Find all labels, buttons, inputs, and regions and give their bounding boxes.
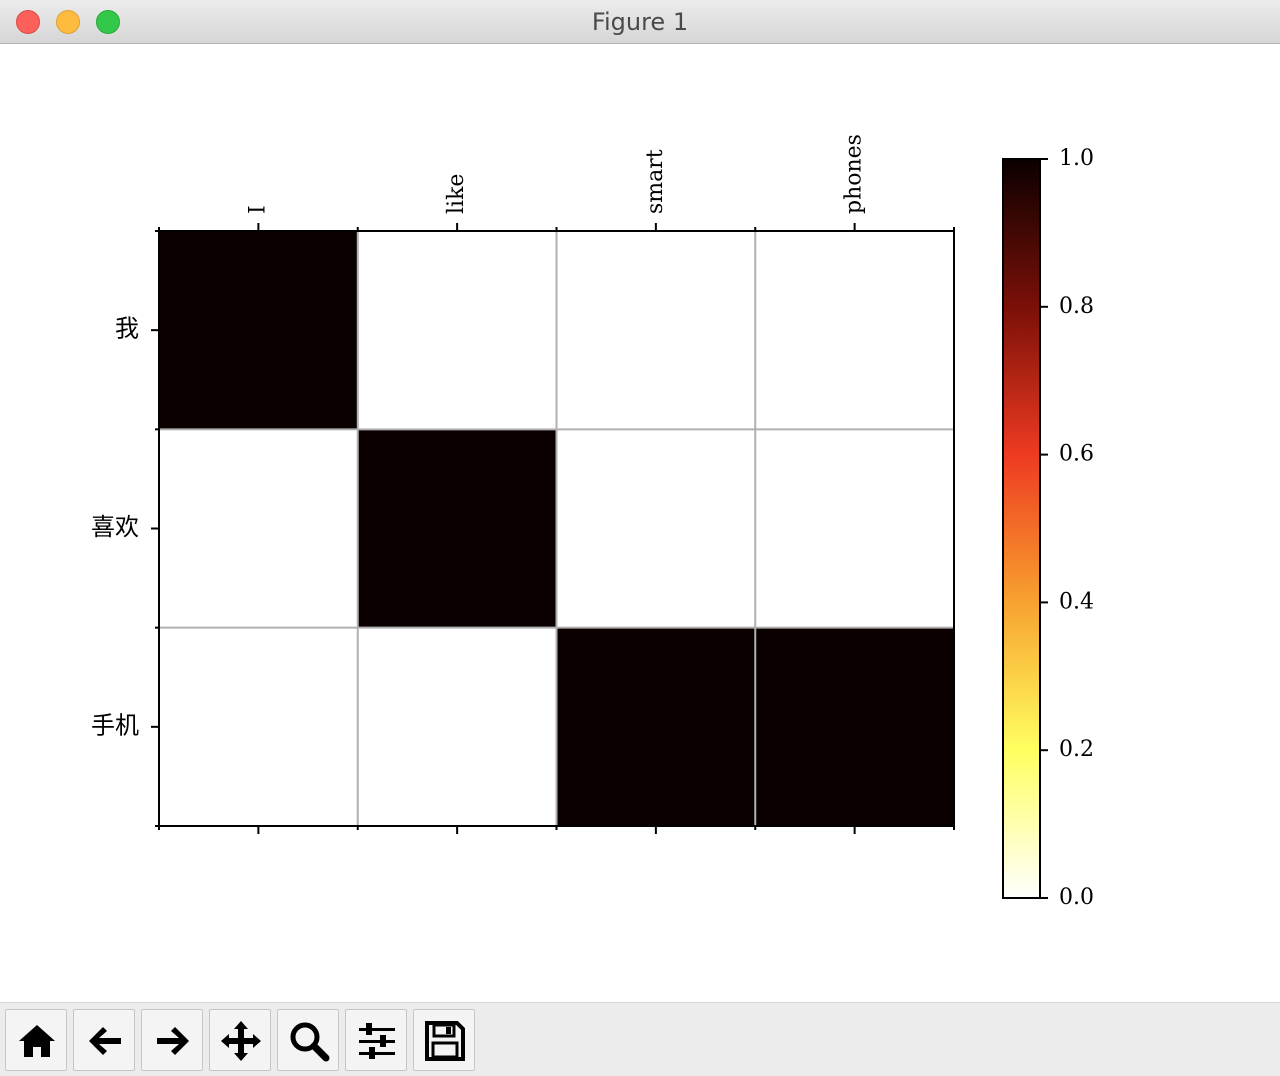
- heatmap-cell: [357, 627, 557, 826]
- colorbar-tick-label: 0.0: [1059, 885, 1094, 910]
- magnifier-icon: [290, 1022, 330, 1062]
- arrow-left-icon: [89, 1027, 121, 1055]
- forward-button[interactable]: [141, 1009, 203, 1071]
- floppy-disk-icon: [425, 1021, 465, 1061]
- heatmap-cell: [159, 231, 358, 430]
- x-tick-label: I: [245, 205, 270, 214]
- heatmap-cell: [159, 429, 358, 628]
- colorbar-tick-label: 0.6: [1059, 442, 1094, 467]
- home-icon: [19, 1025, 55, 1057]
- heatmap-cell: [755, 429, 954, 628]
- window-title: Figure 1: [591, 8, 689, 36]
- maximize-window-button[interactable]: [96, 10, 120, 34]
- colorbar-tick-label: 0.2: [1059, 737, 1094, 762]
- title-bar: Figure 1: [0, 0, 1280, 44]
- y-tick-label: 喜欢: [91, 513, 139, 541]
- close-window-button[interactable]: [16, 10, 40, 34]
- heatmap-cell: [159, 627, 358, 826]
- y-tick-label: 手机: [91, 711, 139, 739]
- colorbar-tick-label: 1.0: [1059, 146, 1094, 171]
- heatmap-cell: [755, 627, 954, 826]
- heatmap-cell: [556, 627, 756, 826]
- x-tick-label: phones: [842, 134, 867, 214]
- arrow-right-icon: [157, 1027, 189, 1055]
- heatmap-cell: [357, 429, 557, 628]
- pan-button[interactable]: [209, 1009, 271, 1071]
- heatmap-cell: [556, 429, 756, 628]
- colorbar-gradient: [1002, 158, 1041, 899]
- configure-subplots-button[interactable]: [345, 1009, 407, 1071]
- colorbar-tick-label: 0.4: [1059, 589, 1094, 614]
- heatmap-cell: [357, 231, 557, 430]
- heatmap-cell: [755, 231, 954, 430]
- home-button[interactable]: [5, 1009, 67, 1071]
- zoom-button[interactable]: [277, 1009, 339, 1071]
- y-tick-label: 我: [115, 315, 139, 343]
- x-tick-label: smart: [643, 149, 668, 214]
- back-button[interactable]: [73, 1009, 135, 1071]
- minimize-window-button[interactable]: [56, 10, 80, 34]
- x-tick-label: like: [444, 174, 469, 214]
- save-button[interactable]: [413, 1009, 475, 1071]
- sliders-icon: [359, 1023, 395, 1059]
- grid-lines: [159, 231, 954, 826]
- heatmap-cells: [159, 231, 954, 826]
- move-icon: [221, 1021, 261, 1061]
- colorbar: 0.0 0.2 0.4 0.6 0.8 1.0: [1002, 146, 1094, 910]
- navigation-toolbar: [0, 1002, 1280, 1076]
- heatmap-cell: [556, 231, 756, 430]
- colorbar-tick-label: 0.8: [1059, 294, 1094, 319]
